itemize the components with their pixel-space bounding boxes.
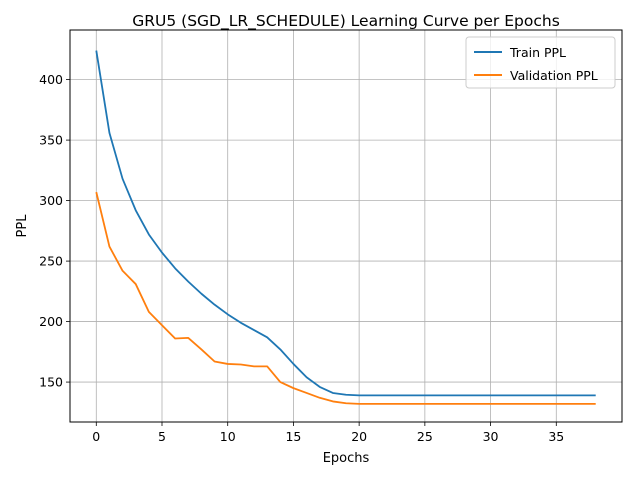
legend-label-validation: Validation PPL bbox=[510, 68, 598, 83]
y-tick-label: 150 bbox=[39, 375, 63, 390]
x-axis-ticks: 0 5 10 15 20 25 30 35 bbox=[92, 422, 564, 444]
x-tick-label: 35 bbox=[548, 429, 564, 444]
legend-label-train: Train PPL bbox=[509, 45, 566, 60]
legend: Train PPL Validation PPL bbox=[465, 36, 616, 89]
y-tick-label: 300 bbox=[39, 193, 63, 208]
x-tick-label: 30 bbox=[483, 429, 499, 444]
train-ppl-line bbox=[95, 50, 596, 397]
y-tick-label: 250 bbox=[39, 254, 63, 269]
y-tick-label: 350 bbox=[39, 133, 63, 148]
x-tick-label: 15 bbox=[285, 429, 301, 444]
grid bbox=[70, 30, 622, 422]
plot-frame bbox=[69, 29, 623, 423]
legend-box bbox=[465, 36, 616, 89]
x-tick-label: 25 bbox=[417, 429, 433, 444]
y-axis-label: PPL bbox=[15, 214, 30, 238]
x-tick-label: 0 bbox=[92, 429, 100, 444]
x-tick-label: 5 bbox=[158, 429, 166, 444]
x-axis-label: Epochs bbox=[323, 451, 370, 466]
series-layer bbox=[95, 50, 596, 405]
y-tick-label: 200 bbox=[39, 314, 63, 329]
y-axis-ticks: 150 200 250 300 350 400 bbox=[39, 72, 70, 390]
validation-ppl-line bbox=[95, 191, 596, 405]
y-tick-label: 400 bbox=[39, 72, 63, 87]
x-tick-label: 10 bbox=[220, 429, 236, 444]
chart-title: GRU5 (SGD_LR_SCHEDULE) Learning Curve pe… bbox=[132, 12, 560, 31]
x-tick-label: 20 bbox=[351, 429, 367, 444]
